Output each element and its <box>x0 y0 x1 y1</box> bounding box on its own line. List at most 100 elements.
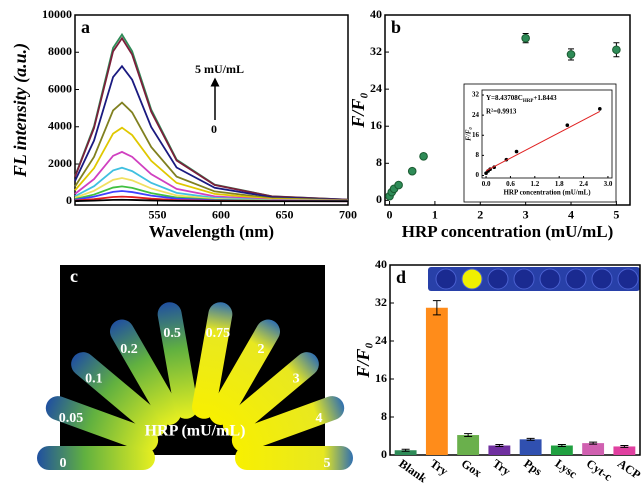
error-bar <box>432 300 441 316</box>
tube <box>157 302 198 419</box>
error-bar <box>620 445 629 448</box>
bar <box>425 307 448 455</box>
axis-frame <box>481 89 613 179</box>
x-tick-label: 5 <box>613 208 619 222</box>
y-tick-label: 0 <box>66 193 72 207</box>
tube-label: 0.1 <box>85 371 103 386</box>
y-tick-label: 32 <box>472 91 480 99</box>
spectrum-line <box>74 126 349 202</box>
tube-label: 0 <box>60 456 67 471</box>
tube-body <box>209 319 280 425</box>
error-bar <box>401 448 410 452</box>
y-tick-label: 24 <box>375 333 387 347</box>
tube-label: 0.5 <box>163 326 181 341</box>
tube-label: 5 <box>324 456 331 471</box>
x-tick-label: 650 <box>276 208 294 222</box>
well <box>565 268 587 290</box>
error-bar <box>589 441 598 445</box>
tube <box>209 319 280 425</box>
x-tick-label: 550 <box>149 208 167 222</box>
tube-body <box>71 352 168 437</box>
y-tick-label: 4000 <box>48 119 72 133</box>
x-tick-label: Cyt-c <box>584 456 616 484</box>
x-tick-label: 4 <box>568 208 574 222</box>
bar <box>394 450 417 455</box>
x-tick-label: 1.2 <box>530 180 539 188</box>
y-tick-label: 8000 <box>48 44 72 58</box>
axis-frame <box>384 14 631 206</box>
data-point <box>612 45 621 55</box>
data-point <box>394 180 403 190</box>
spectrum-line <box>74 64 349 201</box>
y-tick-label: 0 <box>376 192 382 206</box>
annotation: 5 mU/mL <box>195 62 244 76</box>
error-bar <box>464 433 473 437</box>
panel-label: d <box>396 267 406 287</box>
x-tick-label: 3 <box>523 208 529 222</box>
x-tick-label: Pps <box>521 456 545 478</box>
spectrum-line <box>74 101 349 202</box>
tube-body <box>192 302 233 419</box>
tube <box>231 396 345 453</box>
data-point <box>566 50 576 59</box>
y-axis-label: FL intensity (a.u.) <box>10 43 31 178</box>
tube-body <box>157 302 198 419</box>
error-bar <box>495 444 504 447</box>
data-point <box>407 166 417 176</box>
x-tick-label: 0 <box>387 208 393 222</box>
y-tick-label: 32 <box>370 44 382 58</box>
data-point <box>521 33 530 43</box>
y-axis-label: F/F₀ <box>348 92 368 128</box>
tube <box>222 352 319 437</box>
y-tick-label: 40 <box>370 7 382 21</box>
data-point <box>598 107 602 111</box>
x-tick-label: 3.0 <box>604 180 613 188</box>
well <box>435 268 457 290</box>
well <box>539 268 561 290</box>
fit-line <box>485 111 601 172</box>
annotation: Y=8.43708CHRP+1.8443 <box>486 94 557 104</box>
x-tick-label: 1.8 <box>555 180 564 188</box>
x-axis-label: HRP concentration (mU/mL) <box>402 222 614 241</box>
y-tick-label: 0 <box>476 171 480 179</box>
y-tick-label: 8 <box>376 155 382 169</box>
x-tick-label: Gox <box>459 456 485 480</box>
y-tick-label: 16 <box>472 131 480 139</box>
tube-fan: 0 0.05 0.1 0.2 0.5 0.75 2 3 4 5 <box>37 302 353 471</box>
annotation-part: Y=8.43708C <box>486 94 523 102</box>
x-tick-label: 2 <box>477 208 483 222</box>
spectrum-line <box>74 32 349 201</box>
data-point <box>514 149 519 154</box>
tube-label: 3 <box>293 371 300 386</box>
y-axis-label: F/F₀ <box>465 127 473 141</box>
tube-body <box>37 446 155 470</box>
bar <box>613 446 636 455</box>
error-bar <box>557 444 566 447</box>
spectrum-line <box>74 198 349 203</box>
y-tick-label: 32 <box>375 295 387 309</box>
data-point <box>565 123 570 127</box>
x-tick-label: Blank <box>396 456 429 485</box>
spectrum-line <box>74 150 349 202</box>
well <box>591 268 613 290</box>
x-tick-label: 0.0 <box>482 180 491 188</box>
x-axis-label: HRP concentration (mU/mL) <box>503 189 591 197</box>
tube-body <box>231 396 345 453</box>
well <box>461 268 483 290</box>
tube-label: 2 <box>258 342 265 357</box>
y-tick-label: 40 <box>375 257 387 271</box>
x-tick-label: 700 <box>339 208 357 222</box>
y-tick-label: 10000 <box>42 7 72 21</box>
tube <box>235 446 353 470</box>
bar <box>582 443 605 455</box>
annotation-part: HRP <box>523 99 534 104</box>
well <box>617 268 639 290</box>
wells <box>435 268 639 290</box>
data-point <box>419 152 428 161</box>
photo-caption: HRP (mU/mL) <box>145 423 246 440</box>
y-tick-label: 6000 <box>48 81 72 95</box>
x-tick-label: Try <box>490 456 513 478</box>
x-tick-label: Try <box>428 456 451 478</box>
y-tick-label: 24 <box>370 81 382 95</box>
